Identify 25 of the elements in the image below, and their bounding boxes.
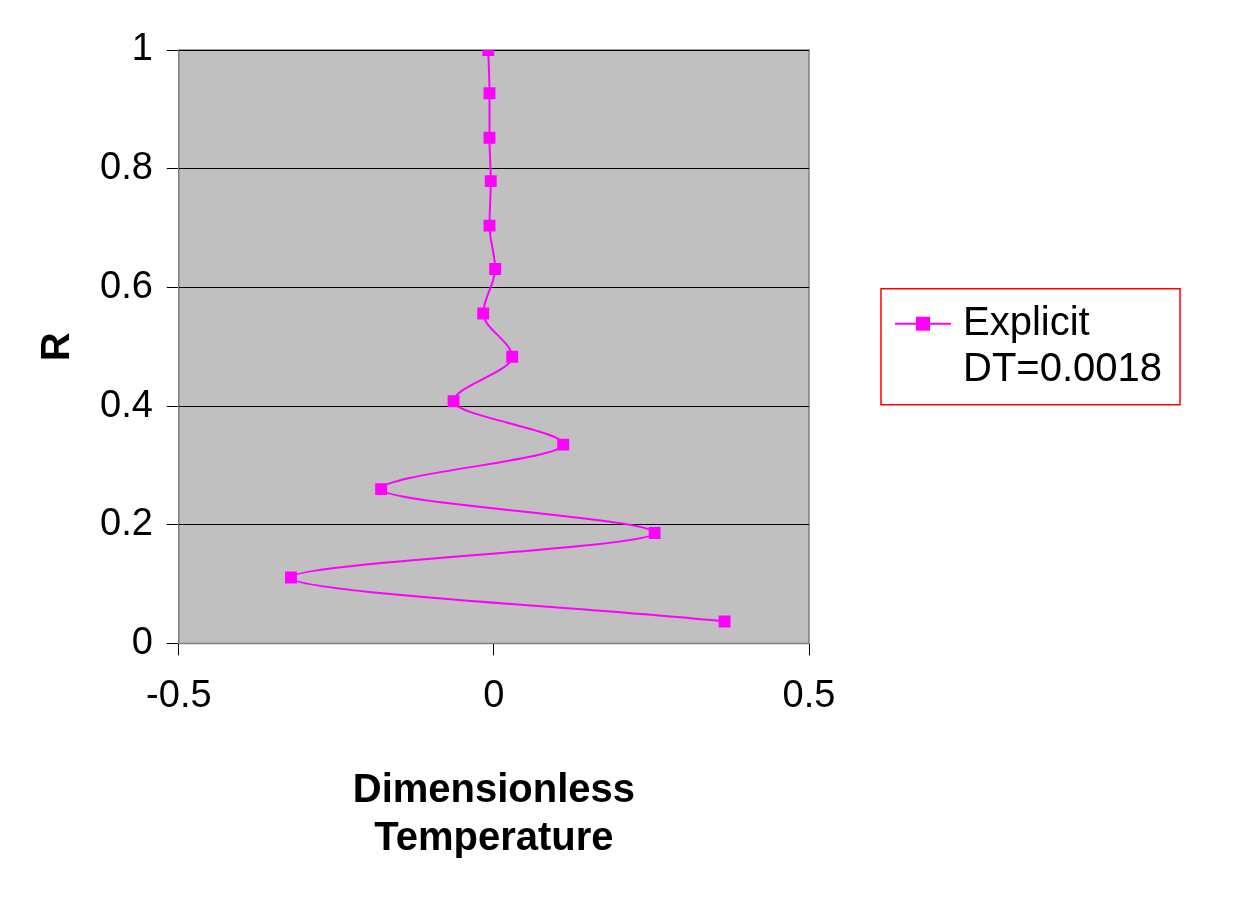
y-tick-label: 0.4 <box>100 382 153 425</box>
point <box>483 131 496 144</box>
point <box>483 87 496 100</box>
y-tick-label: 0.8 <box>100 145 153 188</box>
x-tick-label: 0 <box>483 672 505 715</box>
point <box>506 350 519 363</box>
point <box>447 395 460 408</box>
point <box>285 571 297 584</box>
point <box>489 263 502 275</box>
y-tick-label: 0 <box>131 619 153 662</box>
x-axis-title: Dimensionless Temperature <box>352 766 636 859</box>
point <box>483 219 496 232</box>
y-tick-label: 0.2 <box>100 501 153 544</box>
y-tick-label: 1 <box>131 26 153 69</box>
point <box>484 175 497 188</box>
legend-label: Explicit DT=0.0018 <box>963 298 1163 389</box>
point <box>718 615 731 628</box>
x-tick-label: 0.5 <box>782 672 836 715</box>
point <box>648 527 661 539</box>
y-tick-label: 0.6 <box>100 263 153 306</box>
point <box>375 483 388 496</box>
x-tick-label: -0.5 <box>146 672 212 715</box>
y-axis-title: R <box>33 332 78 362</box>
point <box>557 438 570 451</box>
point <box>477 307 490 320</box>
